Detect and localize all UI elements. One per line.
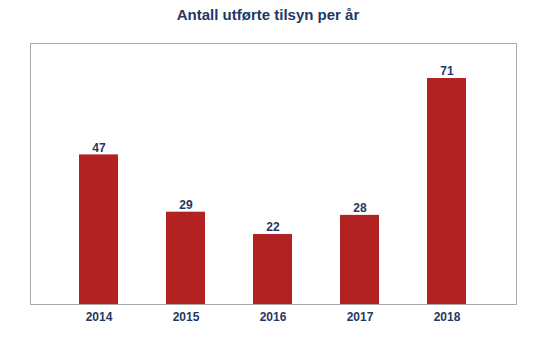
svg-text:2016: 2016	[260, 310, 287, 324]
svg-text:2017: 2017	[347, 310, 374, 324]
html-text:Antall utførte tilsyn per år: Antall utførte tilsyn per år	[176, 6, 360, 23]
svg-text:2015: 2015	[173, 310, 200, 324]
svg-text:2018: 2018	[434, 310, 461, 324]
svg-text:22: 22	[266, 220, 280, 234]
svg-text:47: 47	[92, 141, 106, 155]
svg-text:29: 29	[179, 198, 193, 212]
svg-text:28: 28	[353, 201, 367, 215]
svg-text:71: 71	[440, 64, 454, 78]
svg-text:2014: 2014	[86, 310, 113, 324]
